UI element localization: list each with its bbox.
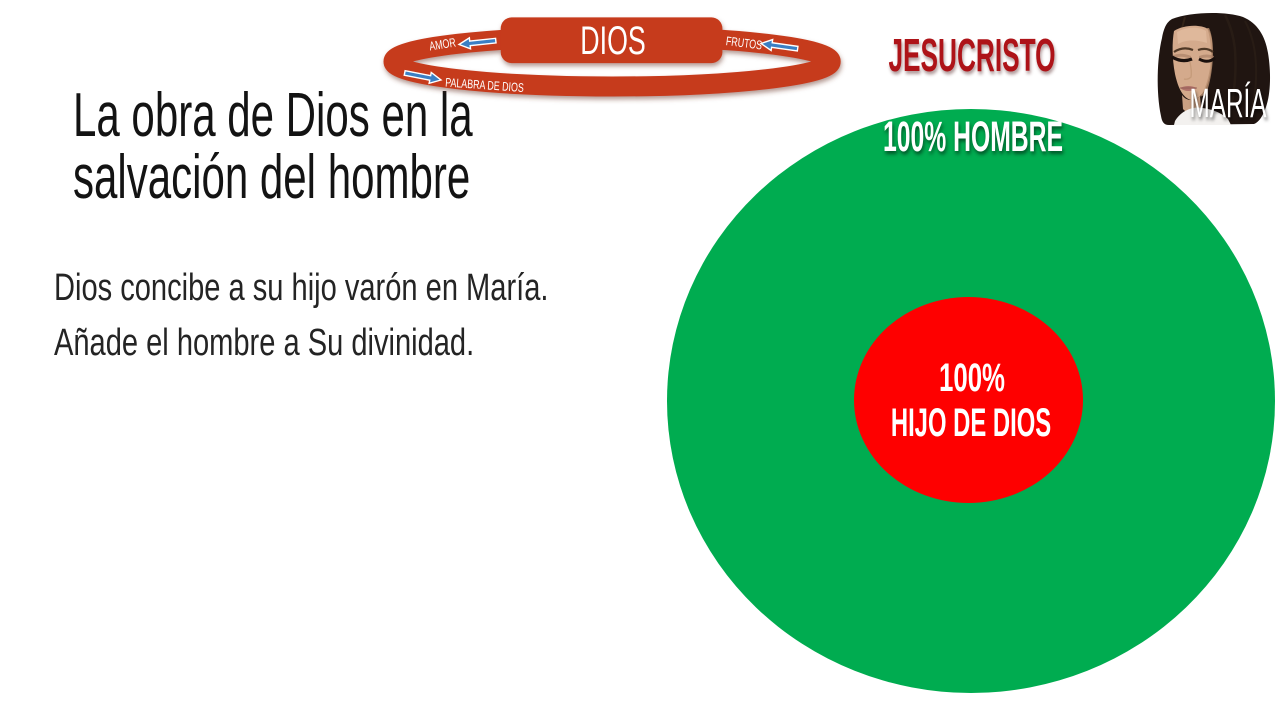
svg-text:AMOR: AMOR — [428, 36, 457, 54]
svg-text:FRUTOS: FRUTOS — [725, 35, 763, 53]
svg-text:PALABRA DE DIOS: PALABRA DE DIOS — [445, 76, 524, 95]
svg-text:DIOS: DIOS — [580, 19, 645, 64]
